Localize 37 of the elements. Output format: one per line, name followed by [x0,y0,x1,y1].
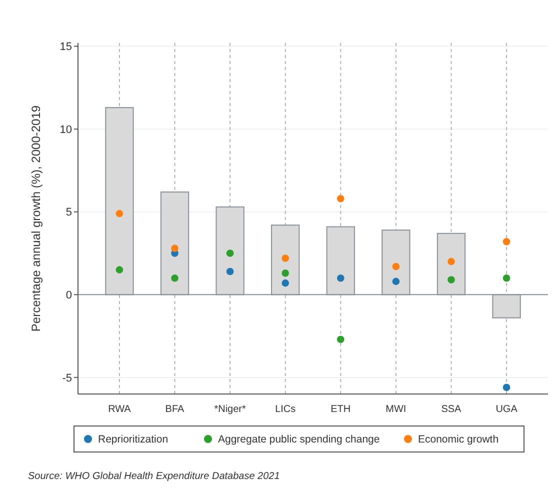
x-tick-label: LICs [275,404,296,415]
legend-label: Reprioritization [98,434,168,446]
point [336,194,344,202]
point [392,278,400,286]
point [336,274,344,282]
point [502,384,510,392]
point [392,262,400,270]
point [448,276,455,284]
point [282,279,290,287]
y-axis-title: Percentage annual growth (%), 2000-2019 [29,105,43,332]
x-tick-label: BFA [165,404,185,415]
y-tick-label: 15 [60,41,72,54]
x-tick-label: UGA [496,404,518,415]
legend-label: Economic growth [418,434,499,446]
y-tick-label: -5 [62,372,72,384]
point [171,274,178,282]
x-tick-label: MWI [386,404,406,415]
point [336,336,344,344]
point [171,244,178,252]
point [282,269,290,277]
point [502,274,510,282]
y-tick-label: 0 [66,290,72,302]
point [226,268,234,276]
legend-label: Aggregate public spending change [218,434,380,446]
point [448,258,455,266]
x-tick-label: RWA [108,404,132,415]
y-tick-label: 5 [66,206,72,219]
point [502,238,510,246]
point [226,250,234,257]
x-tick-label: ETH [330,404,351,415]
point [282,254,290,262]
source-note: Source: WHO Global Health Expenditure Database 2021 [28,471,280,482]
y-tick-label: 10 [60,124,72,136]
point [116,266,124,274]
x-tick-label: SSA [441,404,462,415]
point [116,210,124,218]
x-tick-label: *Niger* [214,404,246,415]
